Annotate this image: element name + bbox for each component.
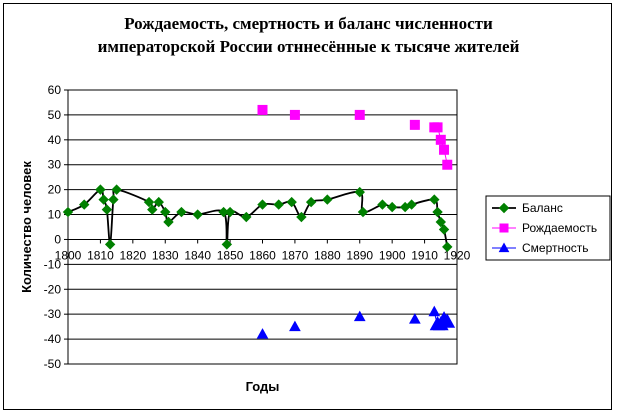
- data-point-series-0: [108, 194, 119, 205]
- data-point-series-0: [296, 211, 307, 223]
- x-tick-label: 1810: [87, 248, 114, 262]
- data-point-series-2: [353, 310, 366, 322]
- data-point-series-2: [256, 328, 269, 339]
- legend-label: Баланс: [522, 201, 563, 215]
- data-point-series-2: [439, 313, 456, 328]
- legend-label: Рождаемость: [522, 221, 597, 235]
- x-tick-label: 1920: [444, 248, 471, 262]
- data-point-series-0: [377, 199, 388, 210]
- data-point-series-0: [322, 194, 333, 205]
- x-tick-label: 1860: [249, 248, 276, 262]
- y-tick-label: 60: [48, 83, 62, 97]
- data-point-series-0: [406, 199, 417, 210]
- data-point-series-1: [289, 109, 300, 120]
- x-tick-label: 1840: [184, 248, 211, 262]
- x-axis-title: Годы: [246, 379, 280, 394]
- data-point-series-0: [432, 206, 443, 218]
- data-point-series-1: [435, 134, 446, 145]
- plot-area: [67, 89, 458, 365]
- x-tick-label: 1870: [282, 248, 309, 262]
- y-tick-label: 20: [48, 183, 62, 197]
- x-tick-label: 1800: [55, 248, 82, 262]
- y-tick-label: -30: [44, 307, 62, 321]
- y-axis-title: Количество человек: [19, 161, 34, 293]
- data-point-series-0: [147, 204, 158, 215]
- data-point-series-0: [305, 196, 317, 208]
- data-point-series-0: [357, 206, 369, 218]
- data-point-series-0: [438, 224, 450, 235]
- data-point-series-0: [429, 194, 440, 205]
- legend-marker: [498, 242, 510, 253]
- data-point-series-0: [98, 194, 109, 205]
- data-point-series-1: [409, 119, 420, 130]
- data-point-series-0: [435, 216, 446, 228]
- data-point-series-0: [257, 199, 268, 210]
- data-point-series-0: [101, 204, 113, 215]
- data-point-series-0: [241, 211, 252, 223]
- y-tick-label: 40: [48, 133, 62, 147]
- data-point-series-0: [192, 209, 203, 220]
- x-tick-label: 1880: [314, 248, 341, 262]
- data-point-series-0: [79, 199, 90, 210]
- data-point-series-0: [104, 239, 116, 250]
- y-tick-label: -20: [44, 282, 62, 296]
- data-point-series-0: [62, 206, 74, 218]
- y-tick-label: -10: [44, 257, 62, 271]
- data-point-series-2: [428, 305, 441, 317]
- y-tick-label: -50: [44, 357, 62, 371]
- data-point-series-0: [224, 206, 236, 218]
- x-tick-label: 1890: [346, 248, 373, 262]
- legend-label: Смертность: [522, 241, 589, 255]
- data-point-series-0: [273, 199, 284, 210]
- data-point-series-1: [432, 122, 443, 133]
- data-point-series-0: [176, 206, 187, 218]
- chart-title-line-2: императорской России отннесённые к тысяч…: [97, 37, 520, 56]
- y-tick-label: 10: [48, 208, 62, 222]
- chart-title-line-1: Рождаемость, смертность и баланс численн…: [124, 14, 493, 33]
- x-tick-label: 1820: [119, 248, 146, 262]
- data-point-series-2: [289, 320, 301, 332]
- data-point-series-0: [95, 184, 106, 195]
- data-point-series-1: [354, 109, 365, 120]
- y-tick-label: 30: [48, 158, 62, 172]
- x-tick-label: 1850: [217, 248, 244, 262]
- y-tick-label: 0: [54, 232, 61, 246]
- data-point-series-0: [160, 206, 171, 218]
- data-point-series-0: [153, 196, 164, 208]
- data-point-series-1: [442, 159, 453, 170]
- data-point-series-0: [286, 196, 297, 208]
- x-tick-label: 1900: [379, 248, 406, 262]
- x-tick-label: 1910: [411, 248, 438, 262]
- data-point-series-0: [354, 186, 365, 198]
- legend-marker: [499, 223, 509, 233]
- data-point-series-0: [163, 216, 174, 228]
- data-point-series-2: [409, 313, 421, 324]
- y-tick-label: 50: [48, 108, 62, 122]
- data-point-series-1: [439, 144, 450, 155]
- data-point-series-0: [386, 201, 398, 213]
- data-point-series-1: [257, 104, 268, 115]
- data-point-series-0: [442, 241, 453, 253]
- legend-marker: [498, 202, 510, 214]
- y-tick-label: -40: [44, 332, 62, 346]
- data-point-series-0: [111, 184, 122, 195]
- x-tick-label: 1830: [152, 248, 179, 262]
- data-point-series-0: [143, 196, 155, 208]
- data-point-series-0: [221, 239, 233, 250]
